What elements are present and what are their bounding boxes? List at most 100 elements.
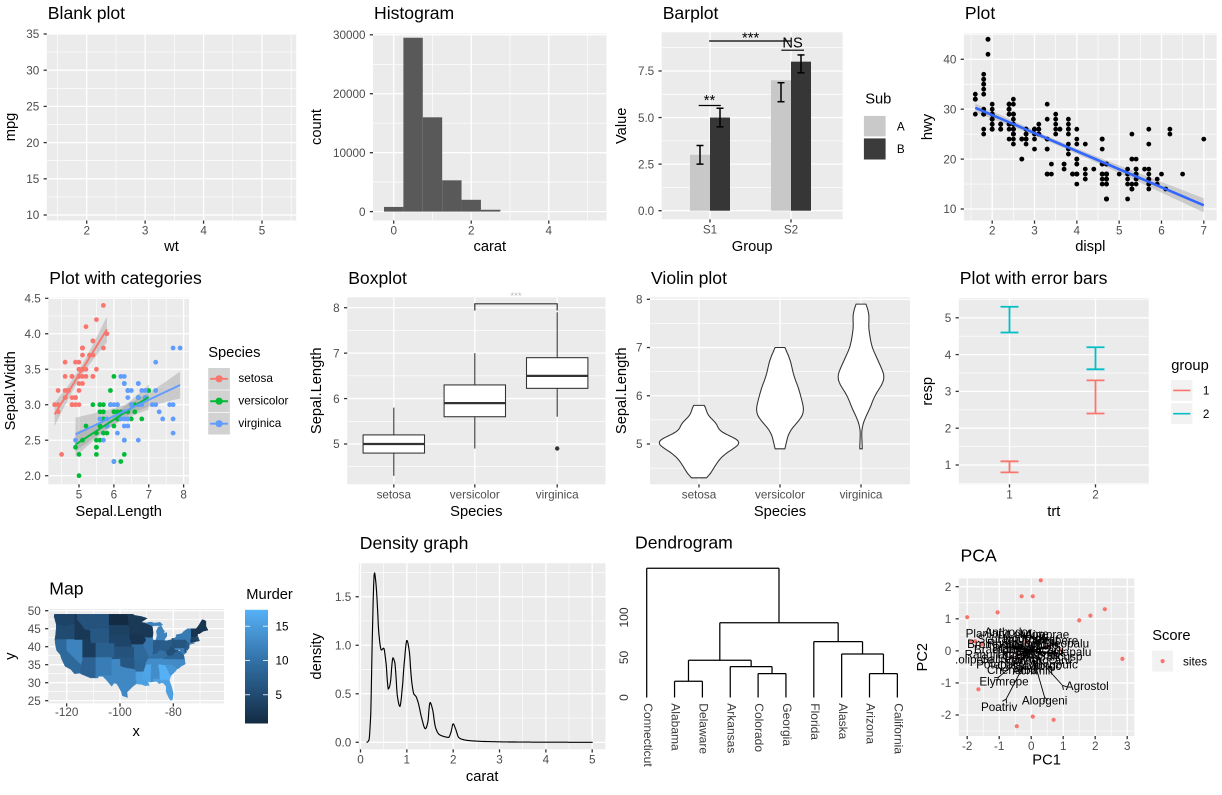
svg-text:6: 6: [1158, 225, 1165, 238]
svg-text:30: 30: [26, 64, 40, 77]
svg-text:5: 5: [588, 754, 595, 767]
svg-text:40: 40: [943, 54, 957, 67]
svg-text:3: 3: [1031, 225, 1038, 238]
svg-text:Juncbufo: Juncbufo: [1011, 639, 1059, 652]
svg-text:Callcusp: Callcusp: [1037, 650, 1082, 663]
svg-text:7.5: 7.5: [638, 65, 655, 78]
svg-text:Plot with error bars: Plot with error bars: [959, 268, 1107, 288]
svg-text:carat: carat: [473, 239, 506, 255]
svg-text:1: 1: [1059, 740, 1066, 753]
svg-text:45: 45: [28, 623, 42, 636]
svg-text:Delaware: Delaware: [697, 703, 711, 754]
svg-text:1: 1: [944, 613, 951, 626]
svg-text:35: 35: [26, 28, 40, 41]
svg-text:2: 2: [1091, 740, 1098, 753]
svg-text:Score: Score: [1152, 628, 1190, 644]
svg-text:0: 0: [357, 754, 364, 767]
svg-text:5: 5: [944, 312, 951, 325]
svg-text:Achimill: Achimill: [1012, 665, 1052, 678]
svg-text:4: 4: [545, 225, 552, 238]
svg-text:Potepalu: Potepalu: [976, 659, 1022, 672]
svg-text:displ: displ: [1075, 239, 1105, 255]
svg-text:Sepal.Length: Sepal.Length: [75, 504, 162, 520]
svg-text:S2: S2: [784, 224, 798, 237]
svg-text:15: 15: [26, 173, 40, 186]
svg-text:resp: resp: [920, 377, 936, 406]
svg-text:-1: -1: [940, 677, 950, 690]
svg-text:Connecticut: Connecticut: [641, 703, 655, 767]
svg-text:3: 3: [496, 754, 503, 767]
svg-text:4: 4: [944, 349, 951, 362]
svg-text:5: 5: [1115, 225, 1122, 238]
svg-text:Cirsarve: Cirsarve: [997, 659, 1041, 672]
svg-text:setosa: setosa: [376, 489, 411, 502]
svg-text:Species: Species: [754, 504, 806, 520]
svg-text:Sagiproc: Sagiproc: [1015, 660, 1061, 673]
svg-text:x: x: [133, 724, 141, 740]
svg-text:Plot: Plot: [964, 3, 994, 23]
svg-text:10000: 10000: [332, 147, 365, 160]
svg-text:0.0: 0.0: [335, 737, 352, 750]
svg-text:2: 2: [83, 225, 90, 238]
svg-text:Alopgeni: Alopgeni: [1021, 695, 1067, 708]
svg-text:3: 3: [142, 225, 149, 238]
svg-text:Vicilath: Vicilath: [1004, 654, 1041, 667]
svg-text:8: 8: [333, 302, 340, 315]
svg-text:Planlanc: Planlanc: [965, 627, 1010, 640]
svg-text:2: 2: [1202, 408, 1209, 421]
svg-text:Agrostol: Agrostol: [1065, 680, 1108, 693]
svg-text:7: 7: [1200, 225, 1207, 238]
svg-text:Species: Species: [208, 345, 260, 361]
svg-text:A: A: [897, 120, 905, 133]
svg-text:1.5: 1.5: [335, 591, 352, 604]
svg-text:25: 25: [26, 101, 40, 114]
svg-text:Poatriv: Poatriv: [981, 701, 1018, 714]
svg-text:Planmedi: Planmedi: [992, 643, 1041, 656]
svg-text:4.0: 4.0: [25, 328, 42, 341]
svg-text:2.5: 2.5: [25, 434, 42, 447]
svg-text:-100: -100: [108, 706, 132, 719]
svg-text:40: 40: [28, 641, 42, 654]
svg-text:versicolor: versicolor: [755, 489, 805, 502]
svg-text:Group: Group: [732, 239, 773, 255]
svg-text:Georgia: Georgia: [780, 703, 794, 746]
svg-text:0: 0: [390, 225, 397, 238]
svg-text:5: 5: [333, 438, 340, 451]
svg-text:NS: NS: [782, 36, 803, 52]
svg-text:Elymrepe: Elymrepe: [979, 675, 1028, 688]
svg-text:**: **: [704, 93, 716, 109]
svg-text:20: 20: [26, 137, 40, 150]
svg-text:Chenalbu: Chenalbu: [986, 664, 1036, 677]
svg-text:Sepal.Length: Sepal.Length: [309, 348, 325, 435]
svg-text:1: 1: [403, 754, 410, 767]
svg-text:5: 5: [276, 689, 283, 702]
svg-text:50: 50: [617, 651, 631, 665]
svg-text:Florida: Florida: [808, 703, 822, 740]
svg-text:***: ***: [510, 291, 521, 302]
svg-text:versicolor: versicolor: [238, 394, 288, 407]
svg-text:Murder: Murder: [246, 587, 293, 603]
svg-text:2: 2: [1092, 489, 1099, 502]
svg-text:Anthodor: Anthodor: [984, 626, 1032, 639]
svg-text:5: 5: [76, 489, 83, 502]
svg-text:2.5: 2.5: [638, 158, 655, 171]
svg-text:25: 25: [28, 695, 42, 708]
svg-text:Species: Species: [450, 504, 502, 520]
svg-text:2: 2: [449, 754, 456, 767]
svg-text:S1: S1: [703, 224, 717, 237]
svg-text:virginica: virginica: [238, 417, 281, 430]
svg-text:10: 10: [276, 655, 290, 668]
svg-text:-80: -80: [165, 706, 182, 719]
svg-text:***: ***: [742, 30, 759, 46]
svg-text:2.0: 2.0: [25, 470, 42, 483]
svg-text:Sub: Sub: [865, 91, 891, 107]
svg-text:PC1: PC1: [1032, 753, 1061, 769]
svg-text:1.0: 1.0: [335, 640, 352, 653]
svg-text:Boxplot: Boxplot: [348, 268, 407, 288]
svg-text:Sepal.Length: Sepal.Length: [614, 348, 630, 435]
svg-text:Bracruta: Bracruta: [973, 643, 1018, 656]
svg-text:wt: wt: [163, 239, 179, 255]
svg-text:Juncarti: Juncarti: [1022, 644, 1063, 657]
svg-text:Bromhord: Bromhord: [967, 638, 1018, 651]
svg-text:4: 4: [200, 225, 207, 238]
